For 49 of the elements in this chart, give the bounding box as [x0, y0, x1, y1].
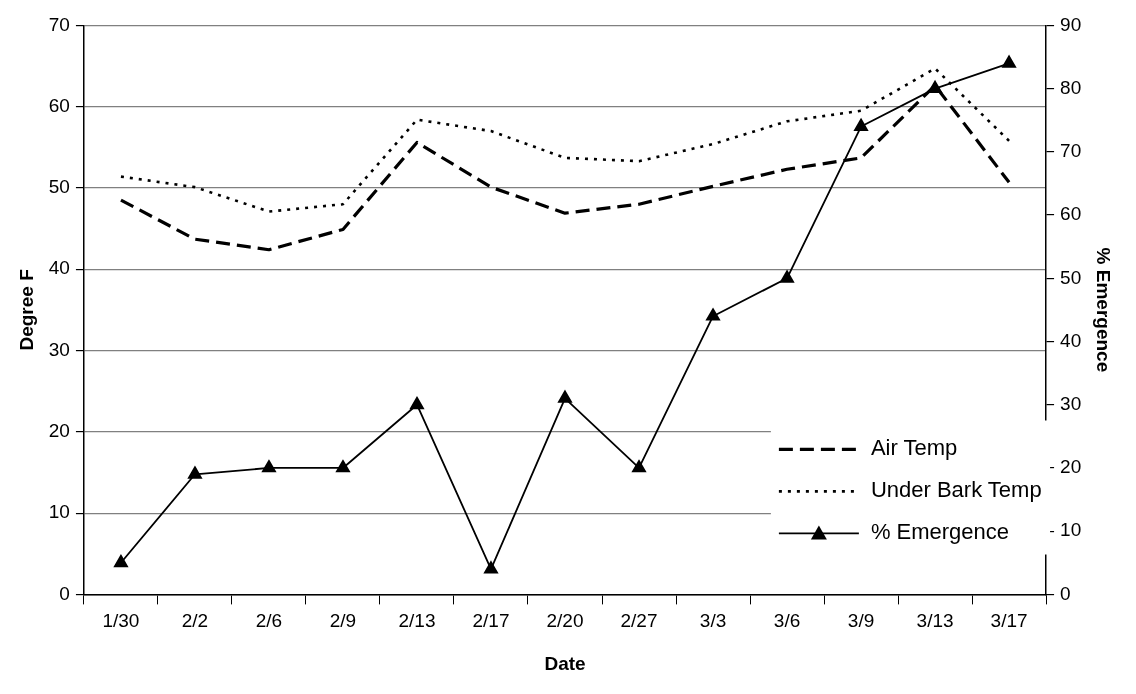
x-tick-label: 2/6 — [255, 610, 283, 632]
x-tick-label: 2/27 — [620, 610, 658, 632]
point — [187, 466, 202, 479]
x-tick-label: 2/2 — [181, 610, 209, 632]
y2-tick-label: 40 — [1060, 329, 1082, 351]
y-tick-label: 30 — [48, 338, 70, 360]
legend-label: Under Bark Temp — [870, 477, 1042, 503]
x-tick-label: 3/6 — [773, 610, 801, 632]
y2-tick-label: 90 — [1060, 13, 1082, 35]
y2-tick-label: 80 — [1060, 76, 1082, 98]
y2-tick-label: 70 — [1060, 140, 1082, 162]
y-tick-label: 40 — [48, 257, 70, 279]
x-axis-title: Date — [544, 652, 586, 674]
y2-tick-label: 30 — [1060, 392, 1082, 414]
point — [706, 308, 720, 321]
point — [632, 460, 646, 473]
y2-tick-label: 10 — [1060, 519, 1082, 541]
x-tick-label: 3/3 — [699, 610, 727, 632]
x-tick-label: 3/13 — [916, 610, 954, 632]
legend-label: % Emergence — [870, 519, 1010, 545]
y2-tick-label: 60 — [1060, 203, 1082, 225]
point — [780, 270, 794, 283]
y-tick-label: 20 — [48, 420, 70, 442]
x-tick-label: 3/17 — [990, 610, 1028, 632]
x-tick-label: 2/13 — [398, 610, 436, 632]
point — [336, 460, 350, 473]
point — [558, 390, 572, 403]
x-tick-label: 2/20 — [546, 610, 584, 632]
y2-tick-label: 20 — [1060, 456, 1082, 478]
y-tick-label: 50 — [48, 176, 70, 198]
y2-tick-label: 50 — [1060, 266, 1082, 288]
y-axis-title: Degree F — [15, 269, 37, 351]
y-tick-label: 10 — [48, 501, 70, 523]
point — [262, 460, 276, 473]
point — [854, 118, 868, 131]
x-tick-label: 2/17 — [472, 610, 510, 632]
legend-label: Air Temp — [870, 435, 958, 461]
y2-tick-label: 0 — [1060, 582, 1071, 604]
y-tick-label: 70 — [48, 13, 70, 35]
x-tick-label: 2/9 — [329, 610, 357, 632]
y-tick-label: 60 — [48, 94, 70, 116]
y-tick-label: 0 — [59, 582, 70, 604]
point — [410, 396, 424, 410]
y2-axis-title: % Emergence — [1093, 247, 1115, 373]
point — [113, 554, 128, 568]
point — [484, 561, 498, 574]
point — [1002, 55, 1017, 68]
x-tick-label: 1/30 — [102, 610, 140, 632]
x-tick-label: 3/9 — [847, 610, 875, 632]
